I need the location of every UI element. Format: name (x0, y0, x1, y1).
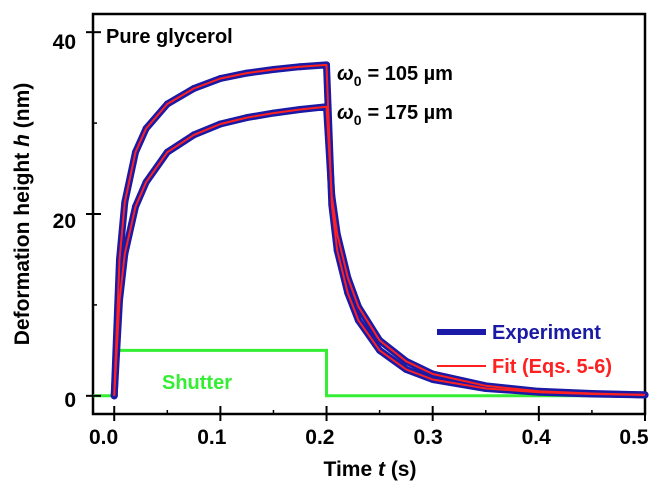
shutter-annotation: Shutter (162, 372, 232, 394)
fit-series-line (113, 63, 646, 396)
x-tick-label: 0.5 (619, 426, 649, 449)
legend-label-fit: Fit (Eqs. 5-6) (492, 356, 612, 378)
experiment-point (110, 392, 118, 400)
x-tick-label: 0.1 (197, 426, 227, 449)
legend: Experiment Fit (Eqs. 5-6) (437, 322, 612, 378)
shutter-group (93, 348, 645, 398)
curve1-annotation: ω0 = 105 µm (337, 63, 453, 89)
y-tick-label: 20 (53, 210, 76, 233)
fit-series-line (113, 105, 646, 396)
curve2-annotation: ω0 = 175 µm (337, 102, 453, 128)
experiment-point (641, 391, 649, 399)
legend-label-experiment: Experiment (492, 322, 601, 344)
fit-group (113, 63, 646, 396)
shutter-line (93, 348, 645, 398)
sample-annotation: Pure glycerol (106, 26, 233, 48)
x-tick-label: 0.2 (305, 426, 334, 449)
y-tick-label: 40 (53, 31, 76, 54)
x-tick-label: 0.3 (413, 426, 442, 449)
y-tick-label: 0 (64, 389, 76, 412)
x-tick-label: 0.4 (522, 426, 552, 449)
x-tick-label: 0.0 (89, 426, 118, 449)
x-axis-label: Time t (s) (324, 458, 417, 481)
y-axis-label: Deformation height h (nm) (11, 83, 34, 346)
x-tick-labels: 0.0 0.1 0.2 0.3 0.4 0.5 (89, 426, 649, 449)
y-tick-labels: 0 20 40 (53, 31, 76, 412)
axis-ticks (86, 31, 646, 421)
